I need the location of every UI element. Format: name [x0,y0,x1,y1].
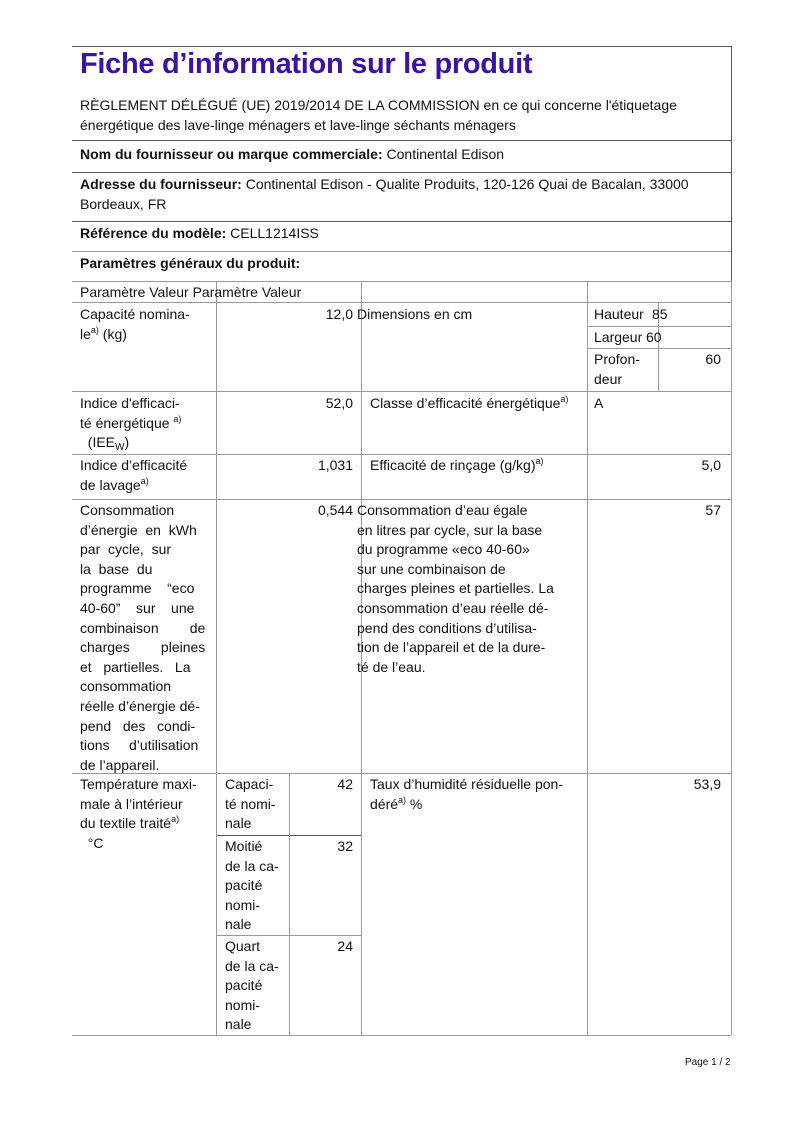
rinsing-value: 5,0 [701,457,721,473]
humidity-label: Taux d’humidité résiduelle pon- déréa) % [370,775,563,814]
general-label: Paramètres généraux du produit: [80,255,301,271]
table-divider [587,326,731,327]
temperature-unit: °C [87,834,104,851]
divider [72,221,731,222]
table-divider [72,391,731,392]
address-value: Continental Edison - Qualite Produits, 1… [80,176,689,212]
table-divider [216,835,361,836]
footnote-marker: a) [560,394,569,404]
table-divider [72,454,731,455]
divider [72,281,731,282]
depth-value: 60 [705,351,721,367]
table-divider [587,348,731,349]
supplier-label: Nom du fournisseur ou marque commerciale… [80,146,383,162]
temperature-row-value: 32 [337,838,353,854]
address-label: Adresse du fournisseur: [80,176,242,192]
energy-class-label: Classe d’efficacité énergétiquea) [370,394,568,414]
capacity-label-text: Capacité nomina- le [80,306,190,342]
table-header: Paramètre Valeur Paramètre Valeur [80,284,302,300]
eei-close: ) [124,434,130,451]
divider [72,140,731,141]
table-divider [731,281,732,1035]
footnote-marker: a) [171,814,180,825]
rinsing-label: Efficacité de rinçage (g/kg)a) [370,456,544,476]
general-parameters-heading: Paramètres généraux du produit: [80,254,300,274]
table-divider [72,1035,731,1036]
page-title: Fiche d’information sur le produit [80,48,533,80]
table-divider [72,302,731,303]
footnote-marker: a) [90,324,99,335]
table-divider [216,935,361,936]
capacity-label: Capacité nomina- lea) (kg) [80,305,208,344]
capacity-unit: (kg) [98,325,127,342]
eei-label: Indice d'efficaci- té énergétique a) (IE… [80,394,208,453]
divider [72,251,731,252]
depth-label: Profon- deur [594,351,640,387]
table-divider [72,499,731,500]
footnote-marker: a) [398,794,407,805]
divider [731,46,732,302]
table-divider [658,302,659,391]
washing-label: Indice d’efficacité de lavagea) [80,456,208,495]
model-value: CELL1214ISS [226,225,319,241]
supplier-value: Continental Edison [382,146,505,162]
height-label: Hauteur [594,306,644,322]
table-divider [216,281,217,1035]
temperature-row-label: Capaci- té nomi- nale [225,776,276,832]
temperature-row-label: Moitié de la ca- pacité nomi- nale [225,838,279,933]
table-divider [72,773,731,774]
humidity-label-text: Taux d’humidité résiduelle pon- déré [370,776,563,812]
page-number: Page 1 / 2 [685,1057,731,1068]
temperature-label: Température maxi- male à l’intérieur du … [80,775,210,853]
energy-class-text: Classe d’efficacité énergétique [370,395,561,411]
energy-consumption-label: Consommation d’énergie en kWh par cycle,… [80,502,206,773]
supplier-address: Adresse du fournisseur: Continental Edis… [80,175,689,214]
footnote-marker: a) [140,475,149,486]
eei-sub: W [115,442,125,454]
energy-class-value: A [594,395,604,411]
temperature-label-text: Température maxi- male à l’intérieur du … [80,776,197,832]
rinsing-label-text: Efficacité de rinçage (g/kg) [370,457,536,473]
height-value: 85 [652,306,668,322]
divider [72,172,731,173]
regulation-text: RÈGLEMENT DÉLÉGUÉ (UE) 2019/2014 DE LA C… [80,97,677,133]
supplier-name: Nom du fournisseur ou marque commerciale… [80,145,504,165]
table-divider [361,281,362,1035]
width-label: Largeur [594,329,643,345]
dimensions-label: Dimensions en cm [357,306,473,322]
footnote-marker: a) [173,413,182,424]
capacity-value: 12,0 [325,306,353,322]
model-reference: Référence du modèle: CELL1214ISS [80,224,319,244]
width-value: 60 [646,329,662,345]
table-divider [289,773,290,1035]
energy-consumption-value: 0,544 [317,502,353,518]
divider [72,46,731,47]
temperature-row-label: Quart de la ca- pacité nomi- nale [225,938,279,1033]
eei-label-text: Indice d'efficaci- té énergétique [80,395,180,431]
eei-value: 52,0 [325,395,353,411]
humidity-value: 53,9 [693,776,721,792]
footnote-marker: a) [535,456,544,466]
eei-abbr: (IEE [87,434,116,451]
humidity-unit: % [406,795,423,812]
temperature-row-value: 24 [337,938,353,954]
washing-value: 1,031 [317,457,353,473]
water-consumption-label: Consommation d’eau égale en litres par c… [357,502,554,675]
washing-label-text: Indice d’efficacité de lavage [80,457,188,493]
water-consumption-value: 57 [705,502,721,518]
temperature-row-value: 42 [337,776,353,792]
table-divider [587,281,588,1035]
model-label: Référence du modèle: [80,225,227,241]
